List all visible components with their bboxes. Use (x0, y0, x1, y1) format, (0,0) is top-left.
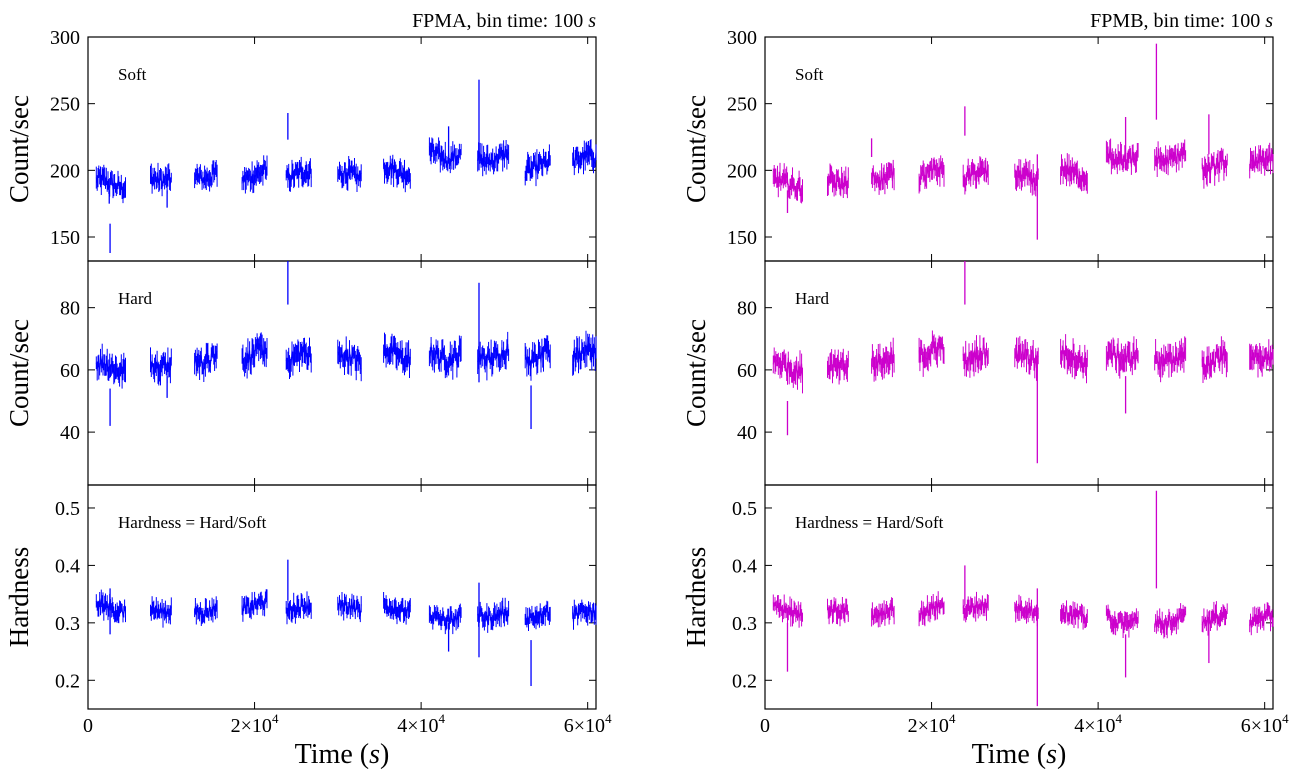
panel-label: Soft (795, 65, 824, 84)
x-tick-exponent: 4 (949, 711, 956, 726)
panel-hardness: 0.2 0.3 0.4 0.5 Hardness Hardness = Hard/Soft (681, 484, 1274, 710)
chart-fpmb: FPMB, bin time: 100 s 150 200 250 300 Count/s… (681, 10, 1289, 769)
x-axis-label-prefix: Time ( (295, 739, 369, 769)
y-tick-label: 0.5 (732, 498, 757, 520)
y-tick-label: 40 (737, 422, 757, 444)
y-tick-label: 250 (727, 94, 757, 116)
panel-soft: 150 200 250 300 Count/sec Soft (4, 27, 597, 262)
x-tick-mantissa: 4×10 (397, 715, 438, 737)
x-tick-mantissa: 2×10 (231, 715, 272, 737)
y-tick-label: 60 (737, 360, 757, 382)
panel-label: Soft (118, 65, 147, 84)
panel-hardness: 0.2 0.3 0.4 0.5 Hardness Hardness = Hard/Soft (4, 484, 597, 710)
panel-hard: 40 60 80 Count/sec Hard (681, 260, 1274, 486)
y-tick-label: 0.2 (55, 670, 80, 692)
x-axis-label: Time (s) (295, 739, 390, 769)
x-axis-label-suffix: ) (1057, 739, 1066, 769)
chart-title: FPMB, bin time: 100 s (1090, 10, 1273, 32)
y-tick-label: 200 (727, 160, 757, 182)
series-hardness (95, 559, 597, 687)
y-tick-label: 0.5 (55, 498, 80, 520)
y-axis-label: Hardness (4, 547, 34, 647)
y-axis-label: Count/sec (4, 95, 34, 203)
x-axis-label: Time (s) (972, 739, 1067, 769)
y-tick-label: 150 (727, 227, 757, 249)
x-tick-label: 2×104 (908, 711, 956, 737)
y-tick-label: 0.2 (732, 670, 757, 692)
x-tick-exponent: 4 (272, 711, 279, 726)
y-tick-label: 60 (60, 360, 80, 382)
x-axis-label-unit: s (1046, 739, 1057, 769)
series-soft (95, 79, 597, 253)
y-axis-label: Hardness (681, 547, 711, 647)
chart-title-prefix: FPMB, bin time: 100 (1090, 10, 1265, 32)
chart-title-unit: s (1265, 10, 1273, 32)
panel-frame (764, 484, 1274, 710)
panel-hard: 40 60 80 Count/sec Hard (4, 260, 597, 486)
x-tick-mantissa: 0 (760, 715, 770, 737)
chart-title-prefix: FPMA, bin time: 100 (412, 10, 588, 32)
y-axis-label: Count/sec (681, 319, 711, 427)
panel-label: Hardness = Hard/Soft (118, 513, 267, 532)
x-tick-mantissa: 0 (83, 715, 93, 737)
x-tick-label: 4×104 (1074, 711, 1122, 737)
y-tick-label: 40 (60, 422, 80, 444)
x-tick-mantissa: 6×10 (564, 715, 605, 737)
panel-frame (87, 36, 597, 262)
y-tick-label: 0.3 (55, 613, 80, 635)
panel-soft: 150 200 250 300 Count/sec Soft (681, 27, 1274, 262)
panel-frame (764, 260, 1274, 486)
panel-frame (87, 484, 597, 710)
x-tick-label: 0 (760, 715, 770, 737)
x-tick-mantissa: 2×10 (908, 715, 949, 737)
x-tick-label: 2×104 (231, 711, 279, 737)
chart-title: FPMA, bin time: 100 s (412, 10, 596, 32)
x-tick-label: 0 (83, 715, 93, 737)
x-axis-label-prefix: Time ( (972, 739, 1046, 769)
x-tick-label: 4×104 (397, 711, 445, 737)
series-hardness (772, 490, 1274, 707)
x-tick-exponent: 4 (439, 711, 446, 726)
y-tick-label: 0.3 (732, 613, 757, 635)
x-tick-label: 6×104 (564, 711, 612, 737)
series-soft (772, 43, 1274, 240)
y-tick-label: 80 (60, 298, 80, 320)
x-tick-mantissa: 6×10 (1241, 715, 1282, 737)
y-tick-label: 250 (50, 94, 80, 116)
series-hard (772, 261, 1274, 464)
panel-label: Hard (118, 289, 152, 308)
y-tick-label: 80 (737, 298, 757, 320)
x-tick-mantissa: 4×10 (1074, 715, 1115, 737)
panel-frame (764, 36, 1274, 262)
y-tick-label: 150 (50, 227, 80, 249)
y-tick-label: 200 (50, 160, 80, 182)
y-axis-label: Count/sec (681, 95, 711, 203)
chart-title-unit: s (588, 10, 596, 32)
x-tick-exponent: 4 (605, 711, 612, 726)
y-tick-label: 300 (50, 27, 80, 49)
y-tick-label: 300 (727, 27, 757, 49)
chart-fpma: FPMA, bin time: 100 s 150 200 250 300 Count/s… (4, 10, 612, 769)
panel-label: Hardness = Hard/Soft (795, 513, 944, 532)
y-axis-label: Count/sec (4, 319, 34, 427)
panel-label: Hard (795, 289, 829, 308)
y-tick-label: 0.4 (732, 555, 757, 577)
x-tick-exponent: 4 (1282, 711, 1289, 726)
x-tick-label: 6×104 (1241, 711, 1289, 737)
y-tick-label: 0.4 (55, 555, 80, 577)
x-tick-exponent: 4 (1116, 711, 1123, 726)
x-axis-label-unit: s (369, 739, 380, 769)
series-hard (95, 261, 597, 429)
x-axis-label-suffix: ) (380, 739, 389, 769)
